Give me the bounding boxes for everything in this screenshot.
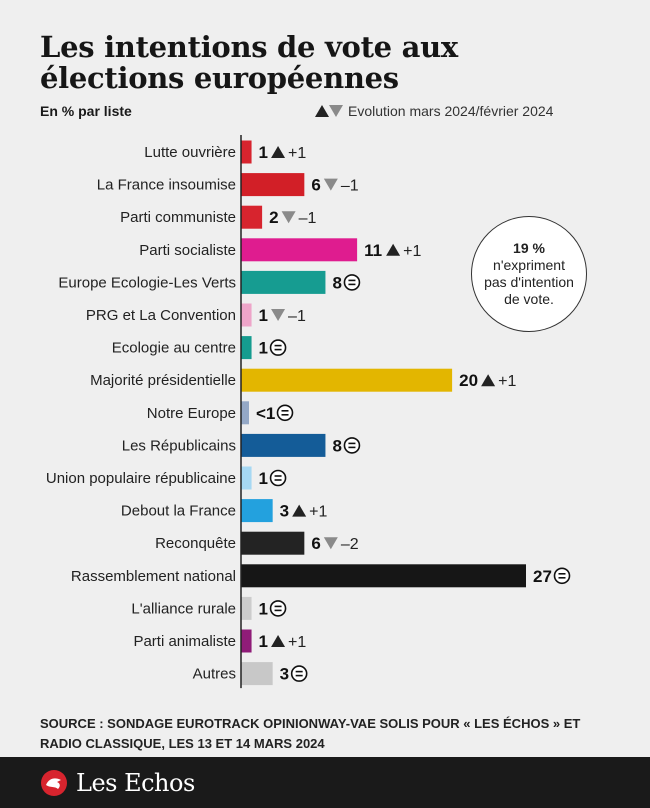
value-label: 8 [332,273,341,292]
unchanged-icon [553,567,571,585]
evolution-label: +1 [288,145,306,162]
source-note: SOURCE : SONDAGE EUROTRACK OPINIONWAY-VA… [40,716,581,751]
category-label: Les Républicains [122,437,236,454]
value-label: 3 [280,665,289,684]
down-arrow-icon [323,537,338,550]
unchanged-icon [269,469,287,487]
bar [241,629,252,653]
evolution-label: +1 [288,634,306,651]
evolution-label: –2 [341,536,359,553]
unchanged-icon [343,274,361,291]
legend-label: Evolution mars 2024/février 2024 [348,103,554,119]
up-arrow-icon [386,243,401,256]
category-label: Europe Ecologie-Les Verts [58,274,236,291]
category-label: Union populaire républicaine [46,470,236,487]
value-label: 1 [259,143,268,162]
bar [241,596,252,620]
bar [241,270,326,294]
evolution-arrows-icon [315,105,343,117]
down-arrow-icon [281,211,296,224]
bar [241,205,263,229]
les-echos-logo-icon [41,769,67,796]
category-label: L'alliance rurale [131,600,236,617]
bar [241,336,252,360]
category-label: Parti animaliste [133,633,236,650]
bar [241,466,252,490]
category-label: Notre Europe [147,405,236,422]
bar [241,499,273,523]
value-label: 20 [459,371,478,390]
value-label: 3 [280,502,289,521]
category-label: Ecologie au centre [112,340,236,357]
value-label: 6 [311,534,320,553]
bar [241,303,252,327]
value-label: 2 [269,208,278,227]
no-intention-note: 19 % n'expriment pas d'intention de vote… [471,216,587,332]
unchanged-icon [343,437,361,454]
value-label: 27 [533,567,552,586]
bar [241,238,358,262]
bar [241,173,305,197]
down-arrow-icon [323,178,338,191]
value-label: 8 [332,436,341,455]
evolution-label: –1 [288,308,306,325]
bar [241,662,273,686]
value-label: 1 [259,339,268,358]
up-arrow-icon [271,146,286,158]
value-label: <1 [256,404,275,423]
up-arrow-icon [292,504,307,517]
up-arrow-icon [481,374,496,387]
category-label: Reconquête [155,535,236,552]
value-label: 1 [259,306,268,325]
up-arrow-icon [271,635,286,647]
category-label: Debout la France [121,503,236,520]
unchanged-icon [269,600,287,617]
category-label: Rassemblement national [71,568,236,585]
unchanged-icon [269,339,287,356]
bar [241,140,252,164]
category-label: PRG et La Convention [86,307,236,324]
down-arrow-icon [271,309,286,321]
category-label: Lutte ouvrière [144,144,236,161]
bar [241,531,305,555]
category-label: Autres [193,666,236,683]
chart-title: Les intentions de vote aux élections eur… [40,30,458,95]
value-label: 11 [364,241,382,260]
no-intention-text: n'expriment pas d'intention de vote. [484,257,574,307]
value-label: 1 [259,599,268,618]
category-label: La France insoumise [97,177,236,194]
bar [241,433,326,457]
evolution-label: –1 [341,178,359,195]
value-label: 1 [259,469,268,488]
evolution-label: +1 [309,504,327,521]
bar-chart: Lutte ouvrière 1 +1 La France insoumise 6 –1 P… [46,135,571,689]
bar [241,368,453,392]
value-label: 1 [259,632,268,651]
category-label: Parti socialiste [139,242,236,259]
no-intention-value: 19 % [513,240,545,256]
evolution-label: –1 [299,210,317,227]
footer-bar: Les Echos [0,757,650,808]
unchanged-icon [276,404,294,422]
category-label: Parti communiste [120,209,236,226]
bar [241,401,249,425]
evolution-label: +1 [498,373,516,390]
brand: Les Echos [40,769,195,797]
legend: Evolution mars 2024/février 2024 [314,103,553,119]
value-label: 6 [311,176,320,195]
bar [241,564,526,588]
unchanged-icon [290,665,308,682]
evolution-label: +1 [403,243,421,260]
category-label: Majorité présidentielle [90,372,236,389]
chart-subtitle: En % par liste [40,103,132,119]
brand-name: Les Echos [76,768,195,797]
